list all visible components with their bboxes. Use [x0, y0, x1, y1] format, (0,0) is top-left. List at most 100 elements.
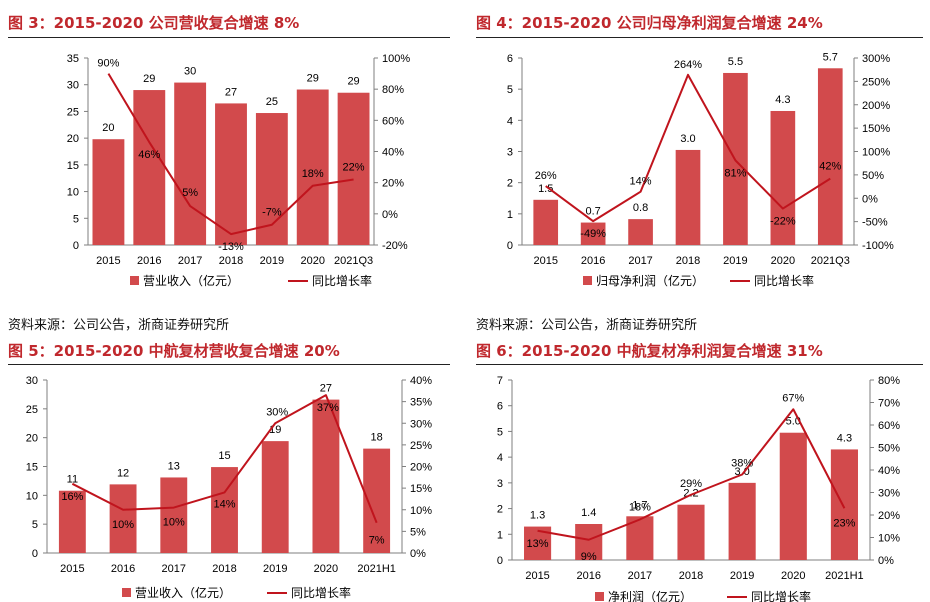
chart3-category-label: 2018 — [219, 255, 243, 267]
chart5-category-label: 2017 — [162, 563, 186, 575]
chart6-bar — [728, 482, 756, 560]
chart5-bar — [109, 484, 137, 553]
chart5-line-label: 14% — [213, 498, 235, 510]
chart3-bar-label: 20 — [102, 122, 114, 134]
chart5-line-label: 10% — [163, 517, 185, 529]
chart5-left-tick-label: 5 — [32, 519, 38, 531]
chart6-category-label: 2021H1 — [825, 570, 864, 582]
chart3-legend-bar-swatch — [130, 276, 139, 285]
chart5-category-label: 2021H1 — [357, 563, 396, 575]
chart6-left-tick-label: 6 — [497, 401, 503, 413]
chart4-right-tick-label: -100% — [862, 240, 894, 252]
chart5-category-label: 2020 — [314, 563, 338, 575]
chart4-legend-bar-swatch — [583, 276, 592, 285]
chart3-category-label: 2016 — [137, 255, 161, 267]
chart5-bar — [261, 441, 289, 553]
chart6-bar-label: 1.7 — [632, 499, 647, 511]
chart3-left-tick-label: 20 — [67, 133, 79, 145]
chart3-bar-label: 27 — [225, 86, 237, 98]
chart6-bar — [575, 524, 603, 560]
chart3-category-label: 2021Q3 — [334, 255, 373, 267]
chart4-growth-line — [545, 73, 831, 223]
chart3-legend-line-label: 同比增长率 — [312, 273, 372, 288]
chart5-left-tick-label: 0 — [32, 548, 38, 560]
chart3-left-tick-label: 0 — [73, 240, 79, 252]
chart5-category-label: 2016 — [111, 563, 135, 575]
chart5-right-tick-label: 10% — [410, 505, 432, 517]
chart3-line-label: -7% — [262, 207, 282, 219]
chart4-bar — [817, 68, 843, 245]
chart6-right-tick-label: 0% — [878, 555, 894, 567]
chart3-line-label: 18% — [302, 168, 324, 180]
chart3-right-tick-label: 60% — [382, 115, 404, 127]
chart3-bar-label: 29 — [143, 73, 155, 85]
chart5-bar — [312, 399, 340, 553]
chart5-right-tick-label: 40% — [410, 375, 432, 387]
chart6-right-tick-label: 70% — [878, 398, 900, 410]
chart4-title: 图 4：2015-2020 公司归母净利润复合增速 24% — [476, 14, 823, 32]
chart3-category-label: 2020 — [300, 255, 324, 267]
chart4-left-tick-label: 6 — [507, 53, 513, 65]
chart4-bar — [580, 222, 606, 245]
chart4-bar-label: 5.5 — [728, 56, 743, 68]
chart5-bar-label: 11 — [67, 474, 78, 486]
chart6-left-tick-label: 7 — [497, 375, 503, 387]
chart6-line-label: 13% — [527, 538, 549, 550]
chart6-right-tick-label: 30% — [878, 488, 900, 500]
chart4-bar — [628, 219, 653, 245]
chart4-bar-label: 0.7 — [585, 206, 600, 218]
chart5-title: 图 5：2015-2020 中航复材营收复合增速 20% — [8, 342, 340, 360]
chart6-line-label: 18% — [629, 502, 651, 514]
chart5-bar-label: 27 — [320, 383, 332, 395]
chart3-right-tick-label: 0% — [382, 209, 398, 221]
chart4-line-label: 14% — [630, 176, 652, 188]
chart5-legend-bar-label: 营业收入（亿元） — [135, 585, 231, 600]
chart6-title: 图 6：2015-2020 中航复材净利润复合增速 31% — [476, 342, 823, 360]
chart6-bar — [779, 432, 807, 560]
chart4-left-tick-label: 2 — [507, 178, 513, 190]
chart4-category-label: 2020 — [771, 255, 795, 267]
chart3-category-label: 2017 — [178, 255, 202, 267]
chart6-left-tick-label: 5 — [497, 426, 503, 438]
chart3-growth-line — [107, 73, 354, 236]
chart3-bar — [92, 139, 125, 245]
chart4-right-tick-label: 100% — [862, 147, 890, 159]
chart4-bar — [770, 110, 796, 245]
chart3-line-label: 5% — [182, 187, 198, 199]
chart4-line-label: 264% — [674, 59, 702, 71]
chart4-left-tick-label: 4 — [507, 115, 513, 127]
chart5-right-tick-label: 30% — [410, 418, 432, 430]
chart5-bar-label: 18 — [371, 432, 383, 444]
chart5-right-tick-label: 5% — [410, 526, 426, 538]
chart4-right-tick-label: 150% — [862, 123, 890, 135]
chart3-left-tick-label: 25 — [67, 106, 79, 118]
chart4-bar — [533, 199, 559, 245]
chart5-title-rule — [8, 364, 450, 365]
chart6-bar-label: 1.4 — [581, 507, 596, 519]
chart4-right-tick-label: 0% — [862, 193, 878, 205]
chart4-category-label: 2019 — [723, 255, 747, 267]
chart5-left-tick-label: 20 — [26, 433, 38, 445]
chart3-right-tick-label: -20% — [382, 240, 408, 252]
chart3-bar — [255, 113, 288, 245]
chart6-title-rule — [476, 364, 923, 365]
chart3-line-label: 46% — [138, 149, 160, 161]
chart4-right-tick-label: 300% — [862, 53, 890, 65]
chart6-right-tick-label: 20% — [878, 510, 900, 522]
chart4-legend-bar-label: 归母净利润（亿元） — [596, 273, 704, 288]
chart5-right-tick-label: 20% — [410, 462, 432, 474]
chart4-right-tick-label: -50% — [862, 217, 888, 229]
chart5-line-label: 7% — [369, 535, 385, 547]
chart3-left-tick-label: 35 — [67, 53, 79, 65]
chart6-left-tick-label: 1 — [497, 529, 503, 541]
chart5-legend-line-label: 同比增长率 — [291, 585, 351, 600]
chart4-line-label: -22% — [770, 216, 796, 228]
chart3-right-tick-label: 80% — [382, 84, 404, 96]
chart4-line-label: 81% — [724, 167, 746, 179]
chart3-line-label: 22% — [343, 162, 365, 174]
chart4-bar-label: 5.7 — [823, 51, 838, 63]
chart3-bar — [133, 90, 166, 245]
